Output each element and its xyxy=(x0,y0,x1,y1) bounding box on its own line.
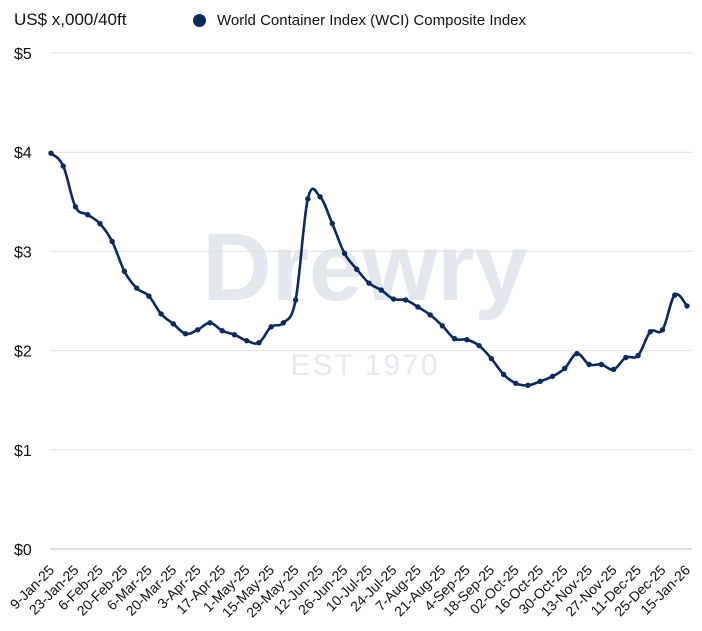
data-point xyxy=(97,220,103,227)
watermark-brand: Drewry xyxy=(202,214,528,321)
data-point xyxy=(133,285,140,291)
data-point xyxy=(280,320,287,326)
data-point xyxy=(158,311,164,317)
data-point xyxy=(647,329,654,335)
data-point xyxy=(366,280,372,286)
legend-marker xyxy=(193,14,206,27)
data-point xyxy=(451,335,458,342)
data-point xyxy=(207,320,213,326)
data-point xyxy=(268,324,274,330)
data-point xyxy=(256,339,262,346)
data-point xyxy=(121,268,128,274)
data-point xyxy=(464,336,470,343)
data-point xyxy=(219,328,225,334)
y-tick-label: $0 xyxy=(14,542,32,559)
data-point xyxy=(48,150,54,156)
data-point xyxy=(354,266,360,272)
data-point xyxy=(84,211,91,218)
data-point xyxy=(317,194,323,200)
data-point xyxy=(329,220,336,227)
data-point xyxy=(610,366,617,373)
data-point xyxy=(402,297,409,303)
data-point xyxy=(561,365,568,372)
y-tick-label: $1 xyxy=(14,443,32,460)
data-point xyxy=(635,352,641,359)
data-point xyxy=(525,382,531,389)
data-point xyxy=(672,292,678,298)
watermark-established: EST 1970 xyxy=(291,349,440,382)
data-point xyxy=(170,321,177,327)
data-point xyxy=(598,361,605,368)
data-point xyxy=(659,327,666,333)
data-point xyxy=(549,373,556,380)
data-point xyxy=(231,332,238,338)
data-point xyxy=(60,163,66,169)
drewry-watermark: Drewry EST 1970 xyxy=(202,214,528,382)
data-point xyxy=(195,327,201,333)
data-point xyxy=(439,323,446,329)
y-axis-label: US$ x,000/40ft xyxy=(14,10,127,29)
y-tick-label: $4 xyxy=(14,145,32,162)
data-point xyxy=(378,287,384,293)
data-point xyxy=(427,312,433,318)
data-point xyxy=(109,238,115,245)
data-point xyxy=(415,304,421,310)
y-tick-label: $2 xyxy=(14,344,32,361)
data-point xyxy=(488,355,495,362)
data-point xyxy=(586,361,592,368)
data-point xyxy=(623,354,629,361)
y-tick-label: $3 xyxy=(14,244,32,261)
data-point xyxy=(146,293,152,299)
data-point xyxy=(243,337,250,344)
data-point xyxy=(292,297,299,303)
data-point xyxy=(513,380,519,387)
data-point xyxy=(537,378,543,385)
data-point xyxy=(390,296,397,302)
data-point xyxy=(182,331,189,337)
data-point xyxy=(500,371,507,378)
legend: World Container Index (WCI) Composite In… xyxy=(193,12,526,29)
data-point xyxy=(72,204,79,210)
data-point xyxy=(684,303,690,309)
data-point xyxy=(476,342,482,349)
data-point xyxy=(341,250,348,257)
data-point xyxy=(574,350,580,357)
data-point xyxy=(305,196,311,202)
legend-label: World Container Index (WCI) Composite In… xyxy=(217,12,527,29)
y-tick-label: $5 xyxy=(14,46,32,63)
